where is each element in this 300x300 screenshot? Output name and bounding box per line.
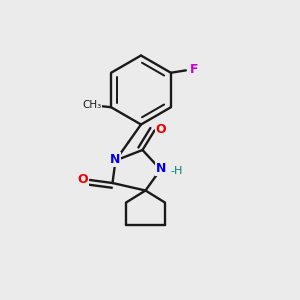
Text: O: O	[77, 173, 88, 186]
Text: O: O	[156, 122, 167, 136]
Text: CH₃: CH₃	[82, 100, 102, 110]
Text: -H: -H	[171, 166, 183, 176]
Text: N: N	[156, 162, 166, 175]
Text: F: F	[190, 63, 199, 76]
Text: N: N	[110, 153, 120, 166]
